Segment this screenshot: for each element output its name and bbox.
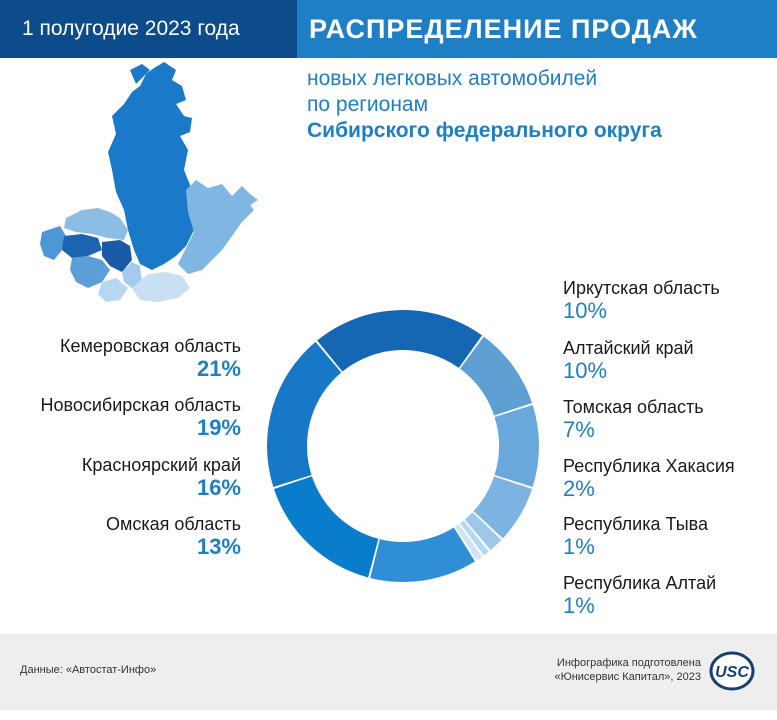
credit-line-2: «Юнисервис Капитал», 2023 [554, 671, 701, 683]
legend-label-tyva: Республика Тыва [563, 514, 709, 534]
donut-slice-4 [460, 520, 489, 556]
credit: Инфографика подготовлена «Юнисервис Капи… [554, 656, 701, 684]
legend-label-novosibirsk: Новосибирская область [40, 395, 242, 415]
map-region-tyva [132, 272, 190, 302]
subtitle-line-3: Сибирского федерального округа [307, 119, 662, 142]
map-region-novosibirsk [62, 234, 102, 258]
usc-logo: USC [709, 651, 755, 691]
map-region-krasnoyarsk-north [130, 64, 150, 84]
donut-slice-7 [273, 476, 379, 578]
legend-label-kemerovo: Кемеровская область [60, 336, 241, 356]
map-region-krasnoyarsk [108, 62, 194, 270]
period-label: 1 полугодие 2023 года [0, 0, 297, 58]
footer: Данные: «Автостат-Инфо» Инфографика подг… [0, 634, 777, 710]
legend-label-irkutsk: Иркутская область [563, 278, 720, 298]
donut-slice-2 [473, 476, 533, 539]
map-region-kemerovo [102, 240, 132, 272]
header: 1 полугодие 2023 года РАСПРЕДЕЛЕНИЕ ПРОД… [0, 0, 777, 58]
donut-slice-5 [455, 524, 483, 561]
map-region-omsk [40, 226, 66, 260]
donut-slice-9 [317, 310, 483, 372]
donut-slice-0 [460, 336, 533, 416]
legend-label-krasnoyarsk: Красноярский край [81, 455, 241, 475]
legend-pct-tomsk: 7% [563, 417, 595, 442]
map-region-irkutsk-east [232, 186, 258, 208]
legend-label-khakassia: Республика Хакасия [563, 456, 735, 476]
usc-logo-text: USC [715, 664, 749, 681]
map-region-altai-republic [98, 278, 128, 302]
siberia-region-map [40, 62, 258, 302]
donut-slices [267, 310, 539, 583]
donut-slice-6 [370, 527, 475, 583]
subtitle-line-2: по регионам [307, 93, 429, 116]
legend-pct-altai-krai: 10% [563, 358, 608, 383]
legend-pct-irkutsk: 10% [563, 298, 608, 323]
legend-pct-novosibirsk: 19% [196, 415, 241, 440]
map-region-altai-krai [70, 256, 110, 288]
legend-label-omsk: Омская область [105, 514, 241, 534]
legend-label-altai-krai: Алтайский край [563, 338, 694, 358]
page-title: РАСПРЕДЕЛЕНИЕ ПРОДАЖ [297, 0, 777, 58]
donut-slice-1 [494, 404, 539, 488]
subtitle-line-1: новых легковых автомобилей [307, 67, 598, 90]
legend-label-tomsk: Томская область [563, 397, 704, 417]
legend-pct-kemerovo: 21% [196, 356, 241, 381]
credit-line-1: Инфографика подготовлена [556, 657, 701, 669]
legend-label-altai-republic: Республика Алтай [563, 573, 717, 593]
legend-pct-omsk: 13% [196, 534, 241, 559]
legend-pct-tyva: 1% [563, 534, 595, 559]
legend-pct-krasnoyarsk: 16% [196, 475, 241, 500]
data-source: Данные: «Автостат-Инфо» [20, 664, 157, 676]
legend-pct-altai-republic: 1% [563, 593, 595, 618]
donut-slice-3 [464, 512, 502, 551]
map-region-irkutsk [178, 180, 254, 274]
map-region-khakassia [122, 262, 142, 288]
subtitle: новых легковых автомобилей по регионам С… [307, 66, 662, 144]
donut-slice-8 [267, 341, 342, 488]
legend-pct-khakassia: 2% [563, 476, 595, 501]
map-region-tomsk [64, 208, 128, 240]
